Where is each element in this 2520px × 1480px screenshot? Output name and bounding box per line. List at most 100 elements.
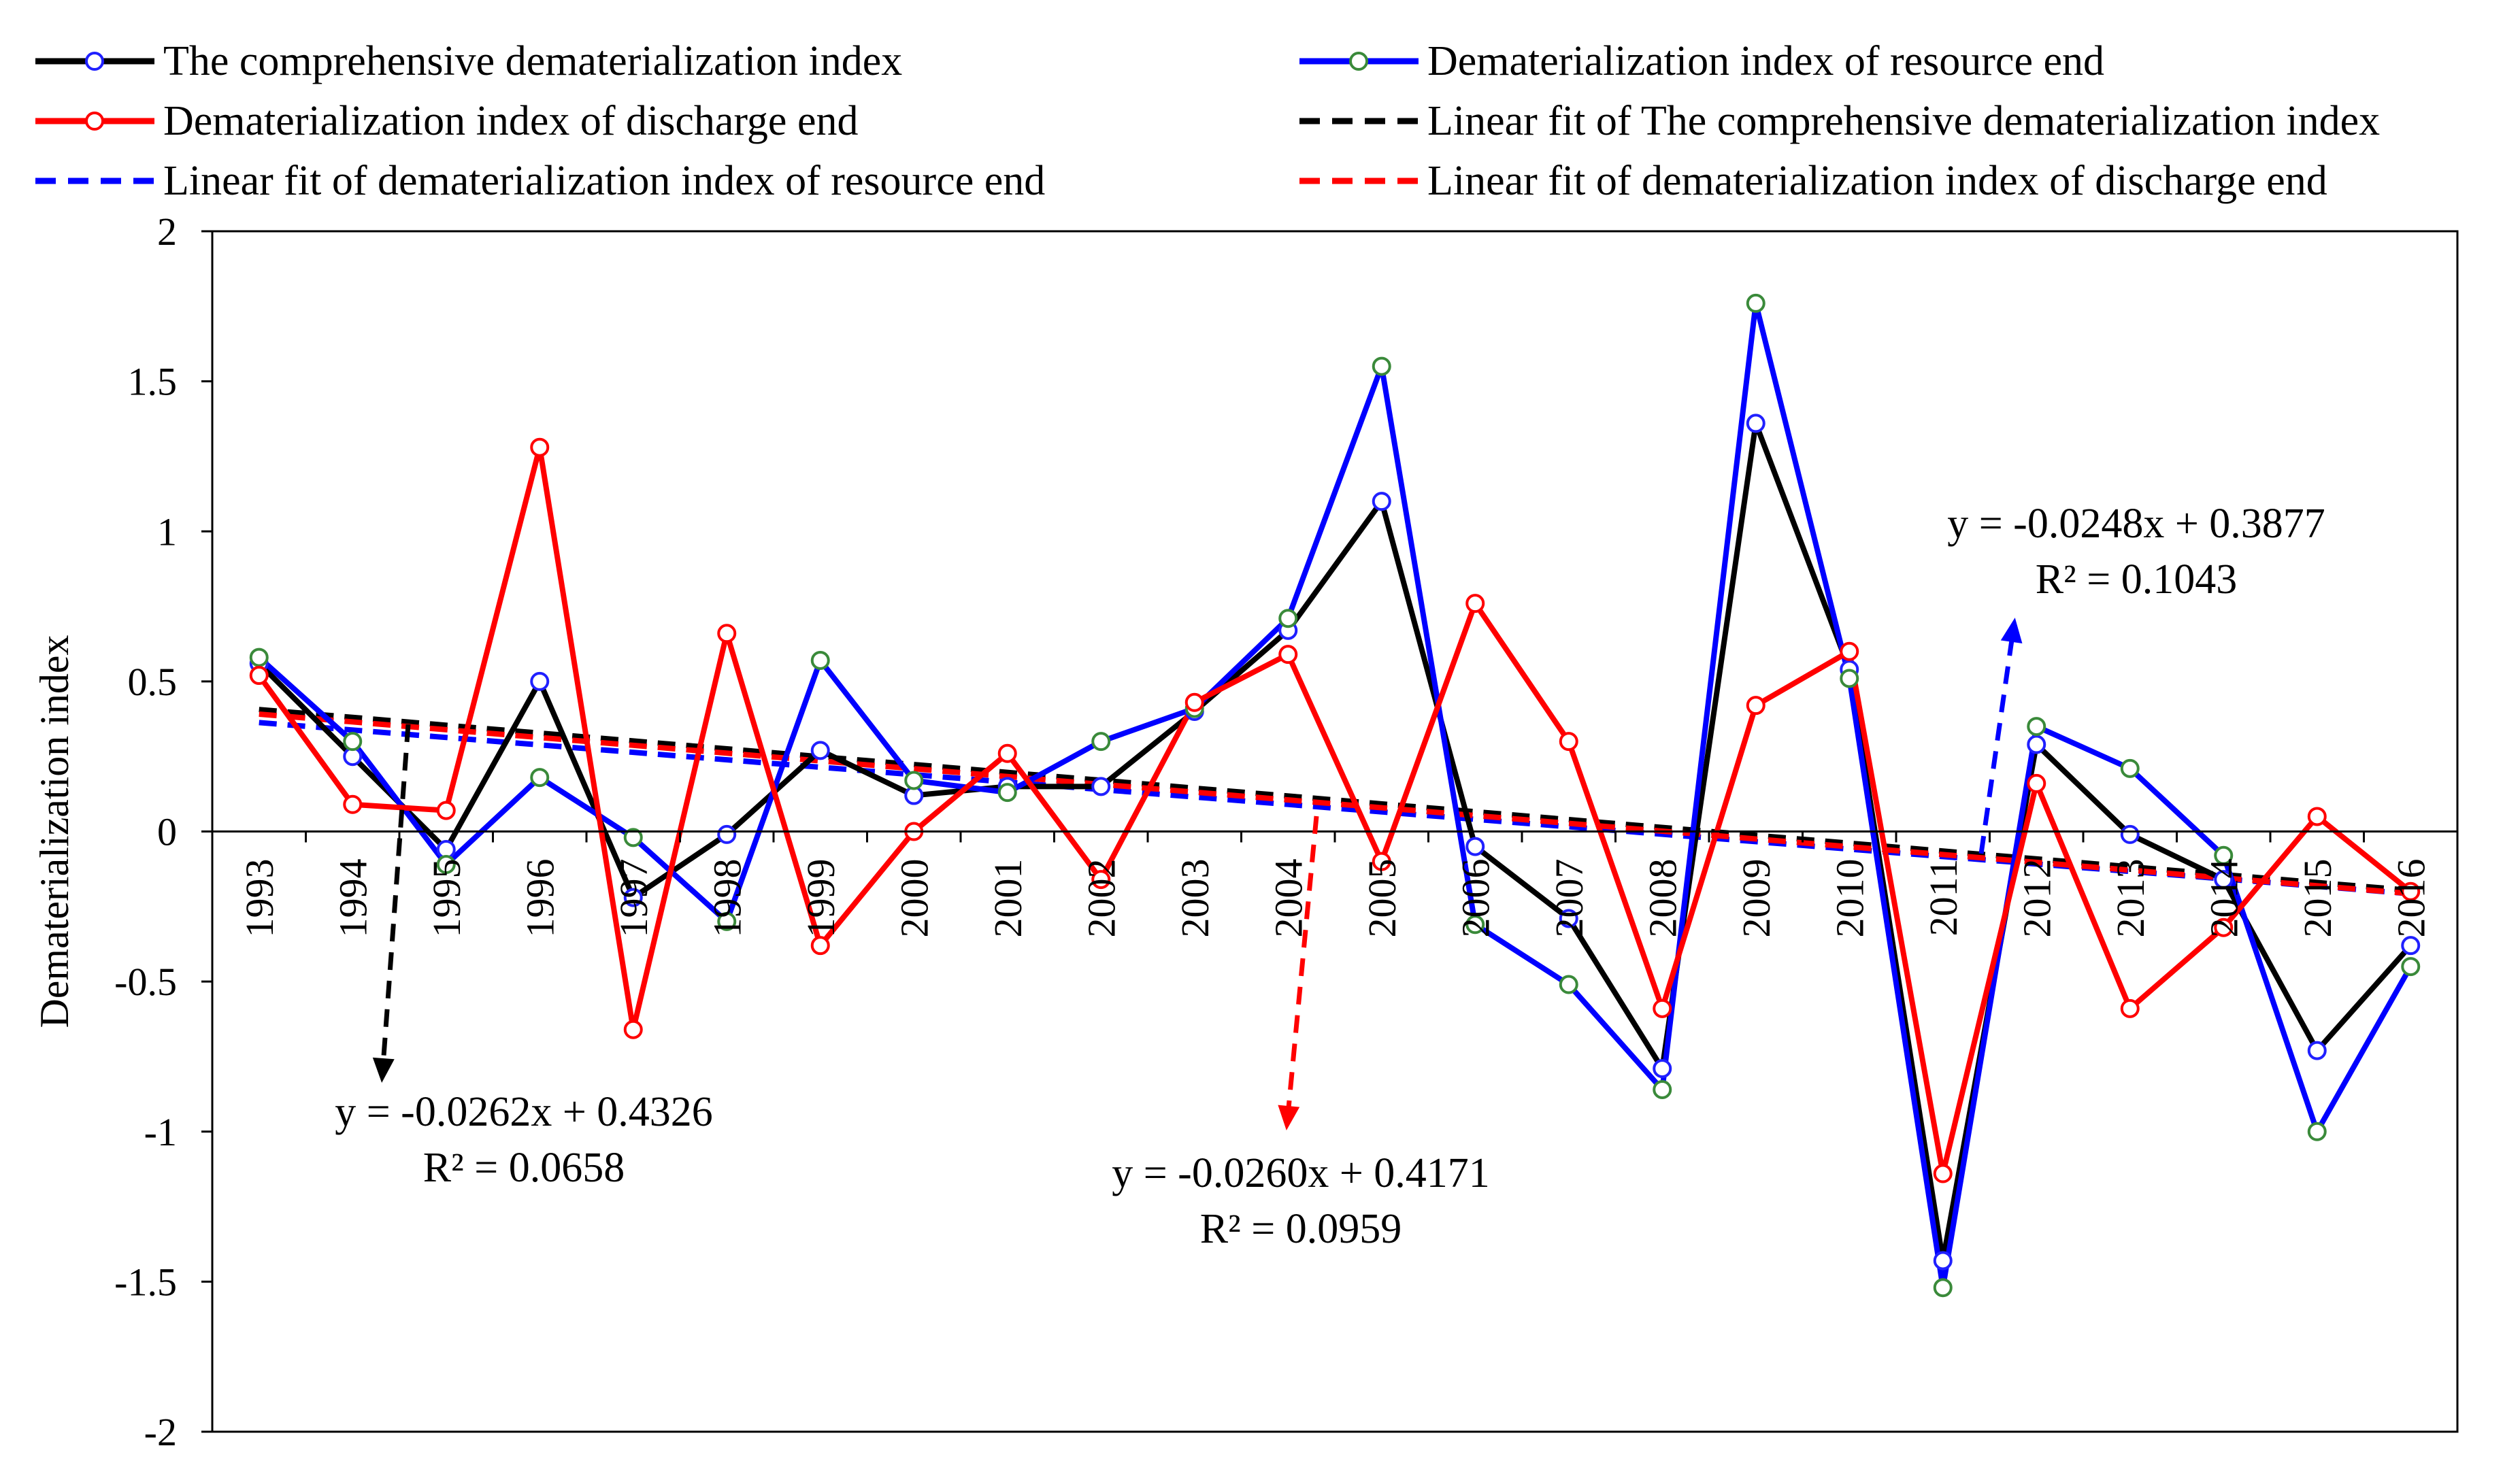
- data-point: [2027, 717, 2046, 737]
- x-tick-label: 2001: [986, 859, 1030, 938]
- data-point: [2307, 1122, 2327, 1141]
- legend: The comprehensive dematerialization inde…: [35, 38, 2380, 204]
- annotation-arrowhead: [372, 1057, 395, 1083]
- y-axis-title: Dematerialization index: [32, 635, 77, 1028]
- x-tick-label: 2004: [1266, 859, 1310, 938]
- annotation-r2: R² = 0.0658: [423, 1145, 625, 1191]
- axes: 2 1.5 1 0.5 0 -0.5 -1 -1.5 -2 Dematerialization i…: [32, 209, 2457, 1454]
- data-point: [1746, 414, 1765, 433]
- legend-marker: [85, 112, 104, 131]
- legend-marker: [85, 52, 104, 71]
- annotation-r2: R² = 0.0959: [1200, 1206, 1402, 1252]
- data-point: [2401, 881, 2421, 901]
- x-tick-label: 1999: [799, 859, 843, 938]
- data-point: [904, 771, 924, 790]
- data-point: [623, 828, 643, 847]
- data-point: [1278, 609, 1298, 628]
- fit-line: [259, 720, 2411, 897]
- data-point: [1933, 1164, 1953, 1183]
- data-point: [2401, 957, 2421, 977]
- x-tick-label: 2008: [1640, 859, 1685, 938]
- data-point: [249, 648, 269, 667]
- legend-label: Dematerialization index of resource end: [1427, 38, 2104, 84]
- fit-line: [259, 711, 2411, 896]
- data-point: [2027, 773, 2046, 793]
- data-point: [717, 824, 737, 844]
- data-series: [249, 293, 2421, 1298]
- data-point: [2307, 1041, 2327, 1060]
- x-tick-label: 1996: [518, 859, 562, 938]
- data-point: [1653, 1059, 1672, 1079]
- data-point: [1465, 915, 1485, 935]
- legend-label: Dematerialization index of discharge end: [163, 98, 858, 144]
- data-point: [810, 741, 830, 760]
- data-point: [1840, 641, 1859, 661]
- data-point: [1091, 777, 1111, 796]
- fit-line: [259, 707, 2411, 894]
- series-line: [256, 444, 2413, 1177]
- y-tick-label: 0.5: [128, 660, 178, 704]
- fit-annotations: y = -0.0262x + 0.4326 R² = 0.0658 y = -0.0…: [335, 501, 2325, 1252]
- data-point: [530, 437, 550, 457]
- data-point: [2214, 845, 2234, 865]
- y-tick-label: -1.5: [114, 1260, 177, 1304]
- data-point: [1184, 692, 1204, 712]
- x-tick-label: 2013: [2108, 859, 2153, 938]
- legend-label: The comprehensive dematerialization inde…: [163, 38, 902, 84]
- data-point: [810, 936, 830, 956]
- data-point: [436, 855, 456, 875]
- x-tick-label: 2005: [1360, 859, 1404, 938]
- data-point: [249, 666, 269, 686]
- annotation-arrowhead: [1278, 1105, 1300, 1130]
- data-point: [2120, 758, 2140, 778]
- data-point: [2307, 807, 2327, 826]
- y-tick-label: 1: [157, 509, 177, 554]
- x-tick-label: 1995: [425, 859, 469, 938]
- x-tick-label: 2016: [2389, 859, 2433, 938]
- data-point: [2120, 998, 2140, 1018]
- data-point: [2120, 824, 2140, 844]
- x-tick-label: 1997: [612, 859, 656, 938]
- data-point: [1933, 1251, 1953, 1271]
- x-tick-label: 2000: [892, 859, 936, 938]
- x-tick-label: 2010: [1827, 859, 1872, 938]
- data-point: [1840, 669, 1859, 688]
- data-point: [436, 801, 456, 820]
- annotation-r2: R² = 0.1043: [2036, 556, 2237, 603]
- x-tick-label: 2012: [2015, 859, 2059, 938]
- x-tick-label: 1998: [705, 859, 749, 938]
- series-line: [256, 420, 2413, 1264]
- x-tick-label: 2015: [2295, 859, 2340, 938]
- data-point: [1091, 732, 1111, 752]
- data-point: [1372, 492, 1391, 511]
- data-point: [810, 650, 830, 670]
- data-point: [343, 732, 363, 752]
- data-point: [1372, 852, 1391, 871]
- data-point: [1746, 696, 1765, 716]
- x-tick-label: 1994: [331, 859, 375, 938]
- data-point: [717, 624, 737, 643]
- data-point: [1465, 594, 1485, 613]
- data-point: [1559, 732, 1578, 752]
- x-tick-label: 2009: [1734, 859, 1778, 938]
- annotation-equation: y = -0.0260x + 0.4171: [1112, 1150, 1490, 1196]
- x-tick-label: 2002: [1079, 859, 1123, 938]
- data-point: [1559, 975, 1578, 994]
- data-point: [530, 768, 550, 788]
- data-point: [530, 671, 550, 691]
- data-point: [1278, 645, 1298, 665]
- data-point: [2027, 735, 2046, 754]
- annotation-arrow: [1978, 625, 2017, 854]
- x-tick-label: 2003: [1173, 859, 1217, 938]
- annotation-equation: y = -0.0262x + 0.4326: [335, 1089, 713, 1135]
- data-point: [623, 1020, 643, 1039]
- data-point: [1933, 1278, 1953, 1298]
- y-tick-label: -2: [144, 1410, 177, 1454]
- legend-label: Linear fit of The comprehensive demateri…: [1427, 98, 2380, 144]
- data-point: [1372, 356, 1391, 376]
- y-tick-label: 1.5: [128, 360, 178, 404]
- data-point: [1091, 870, 1111, 890]
- y-tick-label: 0: [157, 810, 177, 854]
- data-point: [2214, 918, 2234, 937]
